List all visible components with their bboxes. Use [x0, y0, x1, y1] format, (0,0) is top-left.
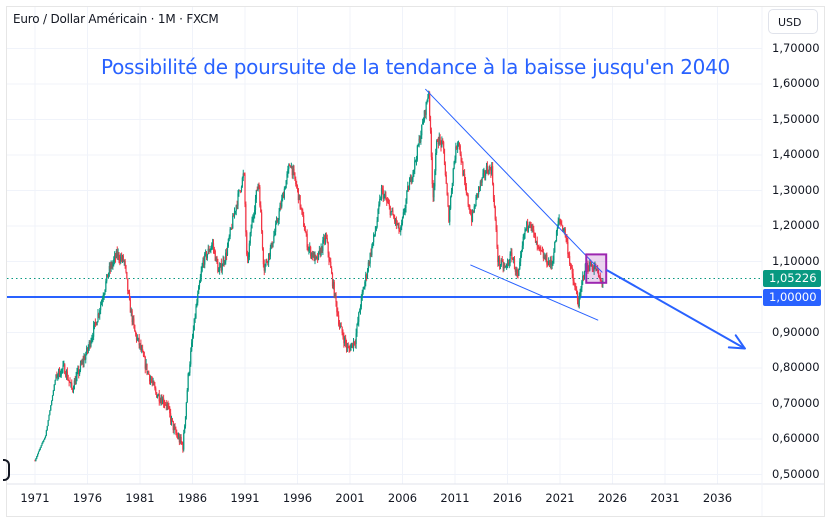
price-tick: 0,60000: [772, 431, 820, 445]
price-tick: 0,50000: [772, 466, 820, 481]
price-tick: 1,40000: [772, 147, 820, 161]
candlestick-series: [34, 90, 604, 462]
trend-drawings: [425, 88, 746, 350]
time-tick: 2001: [335, 491, 365, 505]
price-tick: 1,60000: [772, 76, 820, 90]
time-tick: 2006: [387, 491, 418, 505]
time-tick: 2021: [545, 491, 575, 505]
price-tick: 1,70000: [772, 40, 820, 55]
time-tick: 2011: [440, 491, 470, 505]
price-tick: 0,80000: [772, 360, 820, 374]
currency-button[interactable]: USD: [768, 9, 818, 34]
time-tick: 1986: [177, 491, 208, 505]
time-tick: 2036: [702, 491, 733, 505]
time-tick: 1981: [125, 491, 155, 505]
time-tick: 2026: [597, 491, 628, 505]
price-tick: 0,90000: [772, 324, 820, 339]
time-tick: 2031: [650, 491, 680, 505]
price-tick: 1,30000: [772, 182, 820, 197]
time-tick: 1996: [282, 491, 313, 505]
symbol-title: Euro / Dollar Américain · 1M · FXCM: [13, 12, 219, 26]
time-tick: 2016: [492, 491, 523, 505]
price-tick: 1,10000: [772, 253, 820, 268]
support-line-price-label: 1,00000: [763, 289, 821, 306]
grid-lines: [7, 7, 824, 516]
scroll-handle-icon[interactable]: [3, 459, 10, 481]
time-tick: 1991: [230, 491, 260, 505]
chart-annotation-title[interactable]: Possibilité de poursuite de la tendance …: [101, 55, 730, 79]
support-line-layer: [7, 277, 762, 298]
price-tick: 1,50000: [772, 111, 820, 126]
time-tick: 1971: [20, 491, 50, 505]
time-tick: 1976: [72, 491, 103, 505]
price-tick: 1,20000: [772, 218, 820, 232]
current-price-label: 1,05226: [763, 270, 821, 288]
price-tick: 0,70000: [772, 395, 820, 410]
